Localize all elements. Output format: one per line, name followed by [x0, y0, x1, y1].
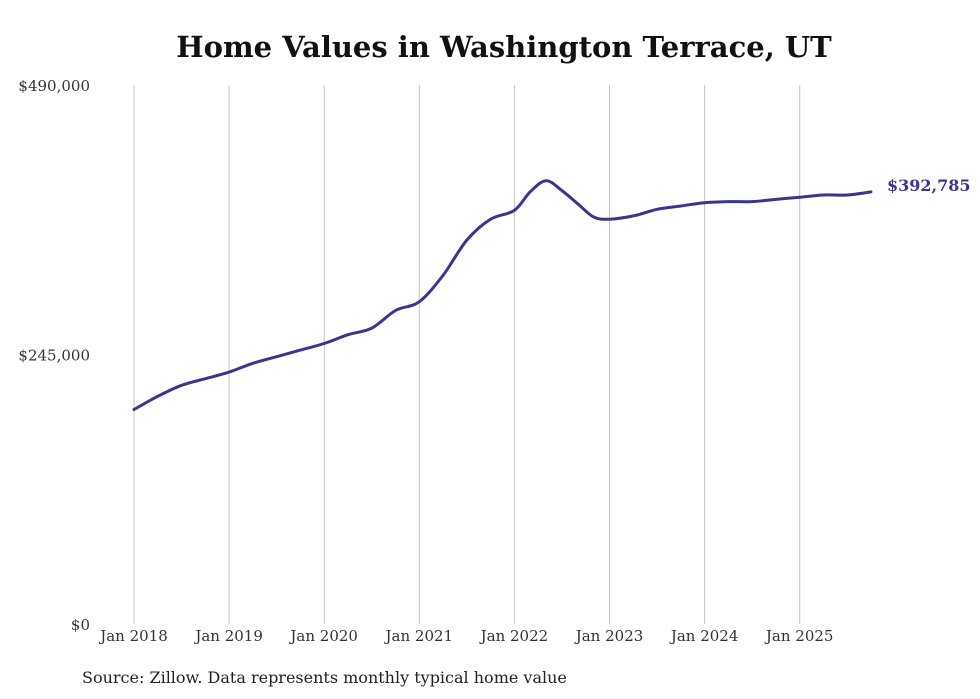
- x-tick-label: Jan 2022: [479, 627, 549, 645]
- y-tick-label: $245,000: [18, 347, 90, 365]
- x-tick-label: Jan 2024: [669, 627, 739, 645]
- x-tick-label: Jan 2025: [764, 627, 834, 645]
- end-value-label: $392,785: [887, 176, 971, 195]
- y-tick-label: $0: [71, 616, 90, 634]
- y-tick-label: $490,000: [18, 77, 90, 95]
- x-tick-label: Jan 2021: [384, 627, 454, 645]
- source-note: Source: Zillow. Data represents monthly …: [82, 668, 567, 687]
- chart-title: Home Values in Washington Terrace, UT: [176, 30, 832, 64]
- x-tick-label: Jan 2019: [193, 627, 263, 645]
- x-tick-label: Jan 2023: [574, 627, 644, 645]
- x-tick-label: Jan 2020: [288, 627, 358, 645]
- series-line: [132, 179, 873, 411]
- x-tick-label: Jan 2018: [98, 627, 168, 645]
